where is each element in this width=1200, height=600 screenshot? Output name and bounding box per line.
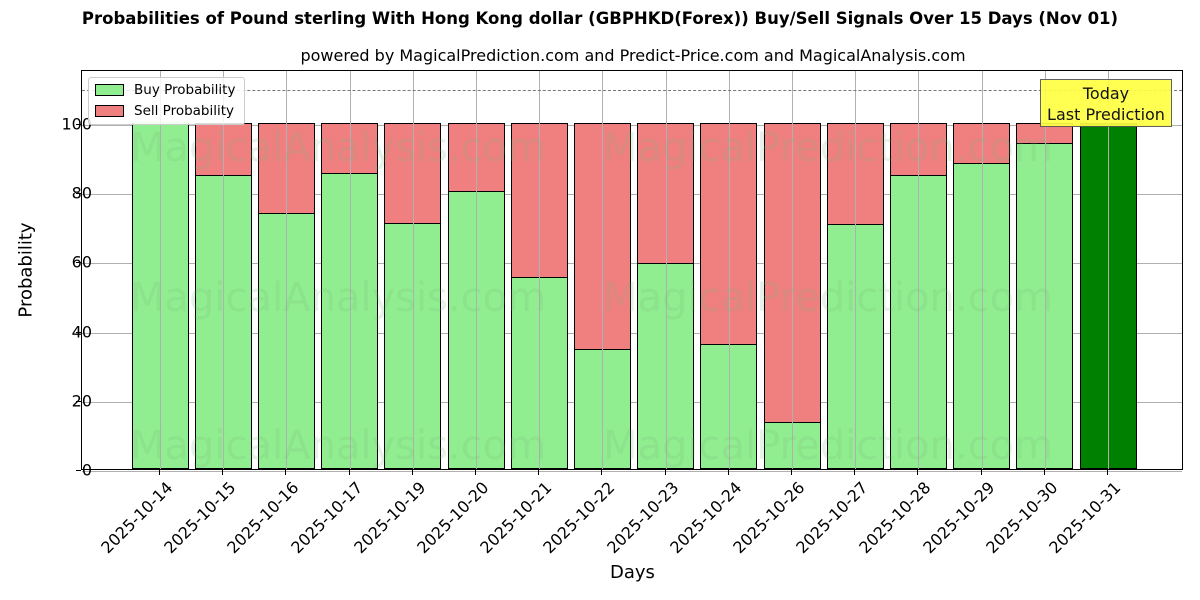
- gridline-vertical: [855, 71, 857, 469]
- chart-subtitle: powered by MagicalPrediction.com and Pre…: [300, 46, 966, 65]
- annotation-line1: Today: [1082, 84, 1130, 103]
- gridline-vertical: [918, 71, 920, 469]
- gridline-horizontal: [82, 471, 1182, 472]
- chart-title: Probabilities of Pound sterling With Hon…: [81, 9, 1119, 28]
- gridline-vertical: [1044, 71, 1046, 469]
- x-tick-mark: [159, 470, 160, 475]
- x-tick-mark: [348, 470, 350, 475]
- x-tick-mark: [1107, 470, 1108, 475]
- gridline-horizontal: [82, 194, 1182, 196]
- plot-area: [81, 70, 1183, 472]
- gridline-horizontal: [82, 263, 1182, 265]
- x-tick-mark: [285, 470, 287, 475]
- x-tick-mark: [664, 470, 666, 475]
- x-tick-mark: [411, 470, 413, 475]
- y-tick-mark: [76, 400, 81, 402]
- y-tick-label: 60: [71, 252, 92, 272]
- annotation-line2: Last Prediction: [1047, 105, 1165, 124]
- y-axis-label: Probability: [15, 222, 37, 318]
- gridline-vertical: [412, 71, 414, 469]
- gridline-vertical: [223, 71, 225, 469]
- y-tick-label: 80: [71, 183, 92, 203]
- x-axis-label: Days: [610, 562, 655, 583]
- legend-sell-label: Sell Probability: [134, 103, 235, 119]
- x-tick-mark: [475, 470, 476, 475]
- y-tick-mark: [76, 124, 81, 125]
- y-tick-mark: [76, 331, 81, 333]
- x-tick-mark: [917, 470, 919, 475]
- gridline-vertical: [539, 71, 541, 469]
- x-tick-mark: [727, 470, 729, 475]
- gridline-vertical: [602, 71, 604, 469]
- gridline-vertical: [792, 71, 793, 469]
- today-annotation: Today Last Prediction: [1040, 79, 1172, 127]
- buy-swatch-icon: [95, 84, 124, 96]
- x-tick-mark: [222, 470, 224, 475]
- gridline-horizontal: [82, 125, 1182, 126]
- x-tick-mark: [601, 470, 603, 475]
- y-tick-label: 0: [81, 460, 92, 480]
- y-tick-mark: [76, 470, 81, 471]
- legend: Buy Probability Sell Probability: [88, 77, 245, 125]
- gridline-vertical: [1108, 71, 1109, 469]
- x-tick-mark: [854, 470, 856, 475]
- y-tick-mark: [76, 193, 81, 195]
- gridline-vertical: [349, 71, 351, 469]
- gridline-vertical: [476, 71, 477, 469]
- x-tick-mark: [538, 470, 540, 475]
- gridline-horizontal: [82, 332, 1182, 334]
- gridline-vertical: [981, 71, 983, 469]
- gridline-vertical: [665, 71, 667, 469]
- sell-swatch-icon: [95, 105, 124, 117]
- x-tick-mark: [791, 470, 792, 475]
- reference-line-dashed: [82, 90, 1182, 92]
- legend-item-sell: Sell Probability: [95, 103, 234, 119]
- y-tick-label: 20: [71, 391, 92, 411]
- gridline-horizontal: [82, 401, 1182, 403]
- x-tick-mark: [1043, 470, 1045, 475]
- gridline-vertical: [286, 71, 288, 469]
- legend-item-buy: Buy Probability: [95, 82, 235, 98]
- legend-buy-label: Buy Probability: [134, 82, 236, 98]
- y-tick-mark: [76, 262, 81, 264]
- y-tick-label: 40: [71, 322, 92, 342]
- gridline-vertical: [728, 71, 730, 469]
- x-tick-mark: [980, 470, 982, 475]
- gridline-vertical: [160, 71, 161, 469]
